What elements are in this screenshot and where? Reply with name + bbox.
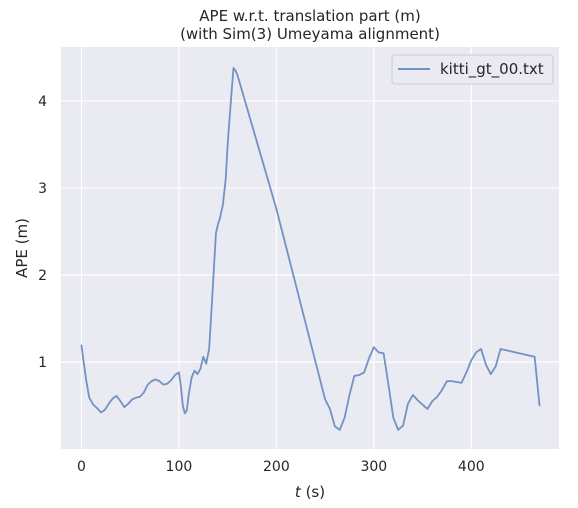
y-tick-label: 3 [38, 181, 47, 197]
grid-lines [61, 47, 559, 449]
x-tick-label: 0 [77, 459, 86, 475]
chart-title-line2: (with Sim(3) Umeyama alignment) [180, 25, 440, 43]
y-axis-label: APE (m) [13, 218, 31, 278]
x-tick-label: 100 [166, 459, 193, 475]
legend-entry-label: kitti_gt_00.txt [440, 60, 544, 79]
x-tick-label: 400 [458, 459, 485, 475]
x-tick-label: 200 [263, 459, 290, 475]
y-tick-label: 4 [38, 94, 47, 110]
y-tick-labels: 1 2 3 4 [38, 94, 47, 371]
x-tick-labels: 0 100 200 300 400 [77, 459, 485, 475]
plot-area [61, 47, 559, 449]
x-tick-label: 300 [360, 459, 387, 475]
y-tick-label: 1 [38, 355, 47, 371]
chart-title-line1: APE w.r.t. translation part (m) [199, 7, 420, 25]
series-line-0 [80, 66, 541, 431]
legend-box [391, 54, 554, 85]
x-axis-label: t (s) [295, 483, 325, 501]
y-tick-label: 2 [38, 268, 47, 284]
legend: kitti_gt_00.txt [391, 54, 554, 85]
series-layer [80, 66, 541, 431]
